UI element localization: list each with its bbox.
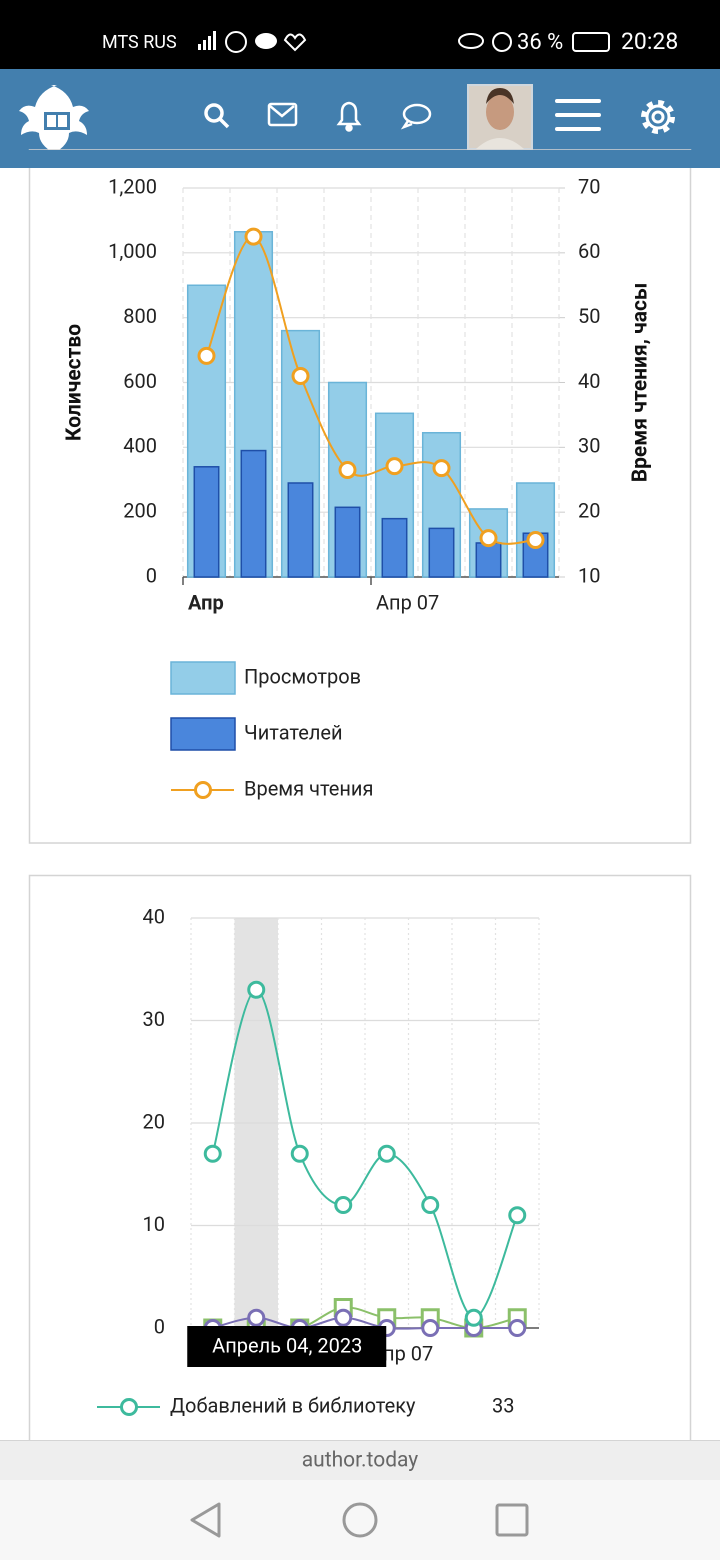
point — [464, 1308, 483, 1327]
point — [334, 1308, 353, 1327]
y-tick-label: 30 — [143, 1007, 165, 1031]
point — [377, 1144, 396, 1163]
legend-label: Добавлений в библиотеку — [170, 1393, 416, 1417]
home-button[interactable] — [342, 1502, 378, 1538]
legend-marker — [194, 781, 212, 799]
chat-button[interactable] — [400, 103, 432, 130]
nav-bar-edge — [0, 150, 720, 168]
alarm-icon — [492, 32, 512, 52]
y-axis-title: Количество — [63, 324, 87, 441]
status-bar — [0, 0, 720, 69]
signal-icon — [198, 31, 216, 50]
legend-label: Читателей — [244, 720, 343, 744]
x-tick-label: Апр — [188, 590, 224, 614]
y-tick-label: 1,000 — [108, 239, 157, 263]
message-icon — [255, 33, 277, 49]
mail-button[interactable] — [267, 102, 298, 127]
bar — [240, 449, 267, 578]
point — [247, 1308, 266, 1327]
legend-label: Время чтения — [244, 776, 373, 800]
charts: 02004006008001,0001,20010203040506070Кол… — [63, 174, 653, 1417]
point — [508, 1206, 527, 1225]
point — [479, 529, 498, 548]
back-button[interactable] — [190, 1502, 221, 1538]
point — [526, 531, 545, 550]
y2-tick-label: 10 — [578, 563, 600, 587]
y-tick-label: 10 — [143, 1212, 165, 1236]
y-tick-label: 600 — [123, 369, 157, 393]
point — [203, 1144, 222, 1163]
health-icon — [283, 33, 307, 52]
battery-percent: 36 % — [517, 30, 563, 55]
y2-tick-label: 60 — [578, 239, 600, 263]
point — [338, 461, 357, 480]
y2-tick-label: 20 — [578, 498, 600, 522]
settings-button[interactable] — [641, 100, 675, 134]
y2-tick-label: 40 — [578, 369, 600, 393]
url: author.today — [302, 1449, 419, 1473]
point — [421, 1319, 440, 1337]
point — [244, 227, 263, 246]
y-tick-label: 40 — [143, 904, 165, 928]
y-tick-label: 200 — [123, 498, 157, 522]
point — [385, 457, 404, 476]
url-bar — [0, 1440, 720, 1480]
bar — [475, 542, 502, 578]
search-button[interactable] — [204, 103, 230, 129]
app-icon — [225, 31, 247, 53]
y-tick-label: 800 — [123, 304, 157, 328]
y2-tick-label: 70 — [578, 174, 600, 198]
bar — [428, 527, 455, 578]
y-tick-label: 0 — [146, 563, 157, 587]
y-tick-label: 1,200 — [108, 174, 157, 198]
y-tick-label: 0 — [154, 1314, 165, 1338]
legend-marker — [120, 1398, 138, 1416]
avatar-button[interactable] — [467, 84, 533, 150]
point — [508, 1319, 527, 1337]
chart-card — [28, 874, 692, 1477]
y-tick-label: 400 — [123, 434, 157, 458]
y-tick-label: 20 — [143, 1109, 165, 1133]
point — [197, 346, 216, 365]
legend-swatch — [170, 661, 236, 695]
point — [291, 367, 310, 386]
y2-tick-label: 50 — [578, 304, 600, 328]
system-nav-bar — [0, 1480, 720, 1560]
point — [334, 1196, 353, 1214]
y2-axis-title: Время чтения, часы — [629, 283, 653, 483]
bar — [381, 517, 408, 578]
clock: 20:28 — [621, 28, 678, 55]
carrier: MTS RUS — [102, 32, 177, 53]
point — [421, 1196, 440, 1214]
bar — [334, 506, 361, 578]
notifications-button[interactable] — [336, 101, 362, 132]
recents-button[interactable] — [495, 1503, 529, 1537]
legend-value: 33 — [492, 1393, 514, 1417]
bar — [287, 482, 314, 578]
y2-tick-label: 30 — [578, 434, 600, 458]
legend-label: Просмотров — [244, 664, 361, 688]
battery-icon — [572, 32, 610, 52]
x-tick-label: Апр 07 — [376, 590, 439, 614]
eye-icon — [458, 33, 484, 49]
point — [290, 1144, 309, 1163]
point — [432, 459, 451, 478]
legend-swatch — [170, 717, 236, 751]
tooltip-text: Апрель 04, 2023 — [212, 1333, 362, 1357]
point — [247, 980, 266, 999]
bar — [193, 466, 220, 578]
menu-button[interactable] — [555, 99, 601, 131]
logo[interactable] — [19, 85, 89, 153]
tooltip — [187, 1326, 387, 1367]
